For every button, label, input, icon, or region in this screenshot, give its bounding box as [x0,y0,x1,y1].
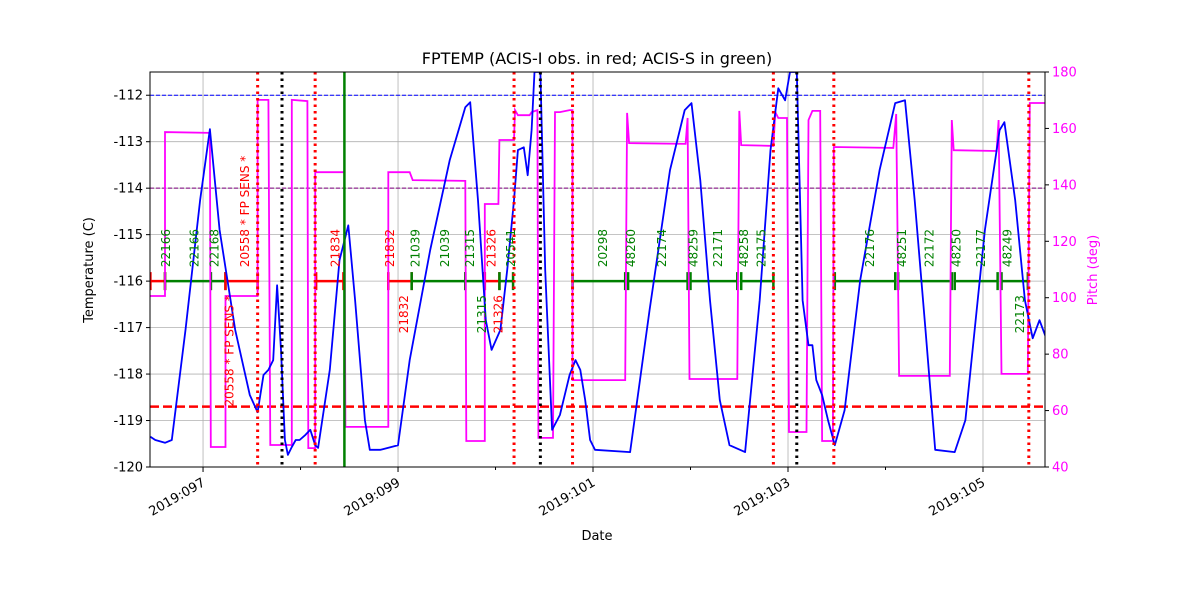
obsid-label: 48259 [686,229,700,267]
obsid-label: 22172 [922,229,936,267]
obsid-labels: 22166 22166 22168 20558 * FP SENS * 20558 * … [159,156,1027,407]
y2-tick-label: 80 [1052,348,1069,363]
y2-tick-label: 180 [1052,66,1077,81]
obsid-label: 48260 [624,229,638,267]
y2-tick-label: 40 [1052,461,1069,476]
y-tick-label: -118 [113,368,143,383]
obsid-label: 21832 [397,295,411,333]
obsid-label: 22173 [1013,295,1027,333]
y-tick-label: -115 [113,228,143,243]
y-tick-label: -117 [113,321,143,336]
obsid-label: 21326 [491,295,505,333]
obsid-label: 20298 [596,229,610,267]
obsid-label: 21832 [383,229,397,267]
obsid-label: 22168 [208,229,222,267]
obsid-label: 22176 [863,229,877,267]
y-tick-label: -119 [113,414,143,429]
y2-tick-label: 60 [1052,404,1069,419]
obsid-label: 48249 [1000,229,1014,267]
chart-title: FPTEMP (ACIS-I obs. in red; ACIS-S in gr… [422,49,772,68]
obsid-label: 22175 [755,229,769,267]
y-tick-label: -120 [113,461,143,476]
obsid-label: 48250 [950,229,964,267]
temperature-line [150,72,1045,456]
y-tick-label: -116 [113,275,143,290]
obsid-label: 21315 [463,229,477,267]
obsid-label: 48258 [737,229,751,267]
obsid-label: 21039 [438,229,452,267]
obsid-label: 20558 * FP SENS * [238,156,252,267]
obsid-label: 21315 [475,295,489,333]
y2-tick-label: 140 [1052,178,1077,193]
obsid-label: 20541 [504,229,518,267]
x-axis-label: Date [581,529,612,544]
pitch-line [150,98,1045,450]
obsid-label: 21326 [485,229,499,267]
axes-frame [149,71,1046,468]
obsid-label: 20558 * FP SENS * [222,295,236,406]
y2-tick-label: 100 [1052,291,1077,306]
y-tick-label: -114 [113,182,143,197]
obsid-label: 22177 [974,229,988,267]
obsid-label: 22174 [655,229,669,267]
y-tick-label: -113 [113,135,143,150]
obsid-label: 22166 [159,229,173,267]
obsid-label: 21039 [409,229,423,267]
obsid-label: 48251 [895,229,909,267]
y-axis-label: Temperature (C) [82,217,97,324]
obsid-label: 22166 [187,229,201,267]
y-tick-label: -112 [113,89,143,104]
y2-tick-label: 160 [1052,122,1077,137]
y2-tick-label: 120 [1052,235,1077,250]
obsid-label: 22171 [711,229,725,267]
y2-axis-label: Pitch (deg) [1086,235,1101,305]
plot-content [150,72,1045,467]
obsid-label: 21834 [329,229,343,267]
